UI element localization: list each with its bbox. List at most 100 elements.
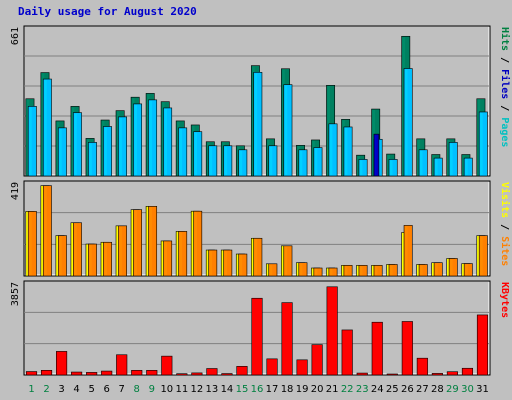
legend-top: Hits / Files / Pages	[499, 27, 511, 147]
bar-kbytes	[296, 359, 308, 376]
panel-top: 661 Hits / Files / Pages	[10, 25, 511, 177]
bar-files	[388, 159, 398, 177]
bar-kbytes	[281, 302, 293, 376]
bar-files	[178, 127, 188, 177]
bar-sites	[448, 258, 458, 277]
bar-sites	[478, 235, 488, 277]
legend-item-kbytes: KBytes	[499, 282, 510, 318]
bar-kbytes	[251, 297, 263, 376]
bar-files	[418, 149, 428, 177]
day-label: 25	[386, 384, 399, 395]
bar-kbytes	[40, 370, 53, 376]
legend-item-hits: Hits	[499, 27, 511, 51]
bar-kbytes	[25, 371, 38, 376]
bar-files	[133, 103, 143, 177]
bar-kbytes	[371, 321, 383, 376]
bar-files	[163, 107, 173, 177]
day-label: 10	[160, 384, 173, 395]
legend-item-files: Files	[499, 69, 511, 99]
bar-pages	[373, 133, 380, 177]
legend-item-pages: Pages	[499, 117, 510, 147]
legend-bottom: KBytes	[499, 282, 510, 318]
day-label: 15	[236, 384, 249, 395]
bar-kbytes	[341, 329, 353, 376]
bar-files	[448, 142, 458, 177]
bar-sites	[178, 231, 188, 277]
panel-bottom: 3857 KBytes	[10, 280, 510, 376]
bar-files	[118, 116, 127, 177]
bar-files	[42, 78, 52, 177]
bar-sites	[373, 265, 383, 277]
bar-files	[298, 149, 308, 177]
bar-sites	[283, 245, 293, 277]
bar-sites	[88, 243, 97, 277]
bar-kbytes	[116, 354, 128, 376]
bar-kbytes	[56, 351, 68, 376]
bar-kbytes	[386, 373, 398, 376]
legend-middle: Visits / Sites	[499, 182, 511, 266]
bar-sites	[73, 222, 82, 277]
bar-sites	[343, 265, 353, 277]
day-label: 13	[206, 384, 219, 395]
day-label: 2	[43, 384, 49, 395]
bar-files	[358, 159, 368, 177]
bar-sites	[42, 185, 52, 277]
day-label: 27	[416, 384, 429, 395]
legend-separator: /	[499, 218, 510, 236]
bar-sites	[298, 262, 308, 277]
x-axis-labels: 1 2 3 4 5 6 7 8 9 10 11 12 13 14 15 16 17 18 19 20 21 22 23 24 2…	[28, 384, 489, 395]
day-label: 26	[401, 384, 414, 395]
bar-files	[403, 68, 413, 177]
bar-sites	[388, 264, 398, 277]
day-label: 4	[73, 384, 79, 395]
day-label: 5	[88, 384, 94, 395]
day-label: 1	[28, 384, 34, 395]
day-label: 19	[296, 384, 309, 395]
bar-sites	[403, 225, 413, 277]
bar-kbytes	[206, 368, 218, 376]
bar-kbytes	[161, 355, 173, 376]
bar-kbytes	[236, 366, 248, 376]
bar-sites	[358, 265, 368, 277]
bar-kbytes	[221, 373, 233, 376]
day-label: 31	[476, 384, 489, 395]
bar-kbytes	[146, 370, 158, 376]
bar-kbytes	[326, 286, 338, 376]
bar-files	[343, 126, 353, 177]
day-label: 6	[103, 384, 109, 395]
day-label: 28	[431, 384, 444, 395]
day-label: 11	[175, 384, 188, 395]
bar-sites	[118, 225, 127, 277]
legend-separator: /	[499, 51, 510, 69]
bar-files	[223, 145, 233, 177]
y-max-label: 419	[10, 182, 21, 200]
bar-files	[73, 112, 82, 177]
bar-sites	[418, 264, 428, 277]
bar-files	[193, 131, 203, 177]
day-label: 14	[221, 384, 234, 395]
day-label: 3	[58, 384, 64, 395]
chart-title: Daily usage for August 2020	[18, 5, 197, 18]
legend-item-sites: Sites	[499, 236, 511, 266]
bar-files	[238, 149, 248, 177]
bar-sites	[163, 240, 173, 277]
bar-files	[463, 157, 473, 177]
bar-kbytes	[446, 371, 458, 376]
day-label: 16	[251, 384, 264, 395]
day-label: 7	[119, 384, 125, 395]
bar-kbytes	[101, 370, 113, 376]
bar-files	[478, 111, 488, 177]
day-label: 8	[134, 384, 140, 395]
legend-separator: /	[499, 99, 510, 117]
bar-sites	[238, 253, 248, 277]
bar-files	[253, 72, 263, 177]
bar-kbytes	[431, 373, 443, 376]
bar-files	[313, 147, 323, 177]
bar-kbytes	[356, 372, 368, 376]
bar-kbytes	[461, 367, 474, 376]
bar-files	[208, 145, 218, 177]
day-label: 12	[191, 384, 204, 395]
bar-kbytes	[416, 357, 428, 376]
bar-files	[283, 84, 293, 177]
